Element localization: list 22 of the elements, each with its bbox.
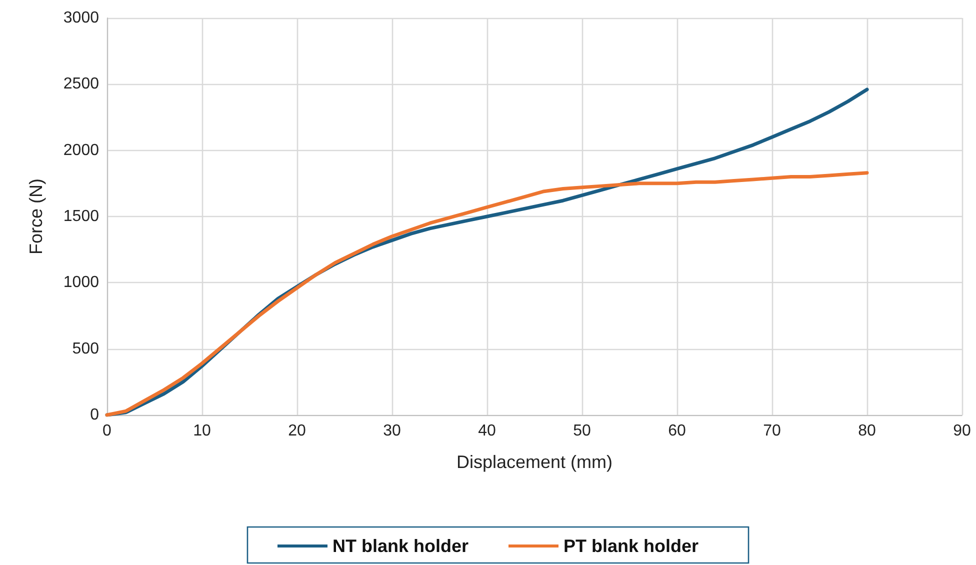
x-tick-label: 40 (478, 422, 496, 440)
legend-label: NT blank holder (332, 536, 468, 556)
line-series (105, 171, 869, 417)
y-tick-label: 0 (90, 406, 100, 424)
x-tick-label: 50 (573, 422, 591, 440)
x-tick-label: 20 (288, 422, 306, 440)
y-axis-title: Force (N) (26, 178, 46, 254)
x-tick-label: 0 (102, 422, 112, 440)
y-tick-label: 2000 (63, 142, 100, 159)
x-tick-label: 90 (953, 422, 971, 440)
y-tick-label: 3000 (63, 10, 100, 26)
x-tick-label: 70 (763, 422, 781, 440)
x-tick-label: 30 (383, 422, 401, 440)
x-tick-label: 60 (668, 422, 686, 440)
y-tick-label: 500 (72, 340, 100, 358)
y-tick-label: 1000 (63, 274, 100, 292)
y-tick-label: 1500 (63, 208, 100, 225)
x-axis-title: Displacement (mm) (456, 452, 613, 472)
y-tick-label: 2500 (63, 76, 100, 93)
x-tick-label: 10 (193, 422, 211, 440)
legend-label: PT blank holder (563, 536, 699, 556)
x-tick-label: 80 (858, 422, 876, 440)
